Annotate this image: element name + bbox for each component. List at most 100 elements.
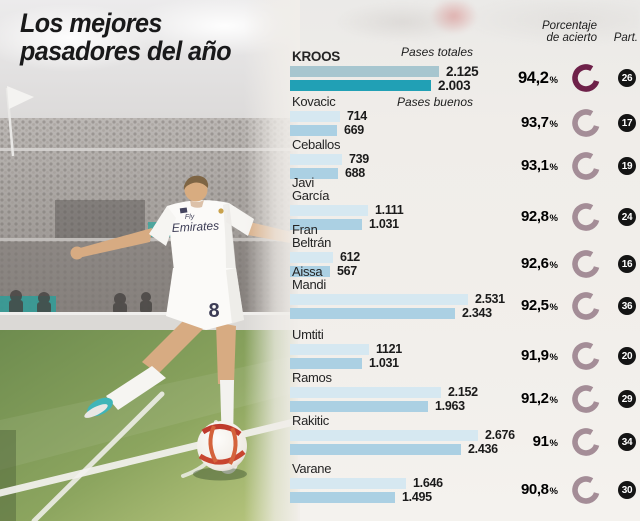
- player-illustration: Fly Emirates 8: [70, 175, 292, 474]
- legend-total-passes: Pases totales: [400, 45, 473, 59]
- corner-flag: [5, 86, 34, 157]
- accuracy-value: 91: [532, 433, 549, 450]
- good-passes-bar: [290, 168, 338, 179]
- total-passes-bar-line: 612: [290, 251, 580, 263]
- photographers-silhouettes: [9, 290, 152, 314]
- matches-badge: 36: [618, 297, 636, 315]
- total-passes-bar: [290, 205, 368, 216]
- player-name-line: Umtiti: [292, 326, 324, 342]
- accuracy-ring-icon: [572, 109, 600, 137]
- good-passes-bar: [290, 266, 330, 277]
- accuracy-percentage: 91%: [458, 433, 558, 453]
- good-passes-bar-line: 1.495: [290, 490, 580, 504]
- matches-badge: 20: [618, 347, 636, 365]
- stadium-photo: Fly Emirates 8: [0, 0, 300, 521]
- accuracy-percentage: 92,5%: [458, 297, 558, 317]
- matches-badge: 16: [618, 255, 636, 273]
- good-passes-value: 1.495: [402, 490, 432, 504]
- accuracy-header-line-1: Porcentaje: [542, 20, 597, 32]
- total-passes-value: 2.676: [485, 428, 515, 442]
- good-passes-value: 1.031: [369, 356, 399, 370]
- accuracy-value: 93,7: [520, 114, 549, 131]
- accuracy-percentage: 90,8%: [458, 481, 558, 501]
- percent-symbol: %: [549, 213, 558, 224]
- ball-illustration: [193, 421, 247, 481]
- good-passes-bar: [290, 358, 362, 369]
- player-name: Javi García: [292, 176, 330, 202]
- total-passes-bar-line: 2.676: [290, 428, 580, 442]
- pass-bars: 612 567: [290, 251, 580, 280]
- total-passes-value: 739: [349, 152, 369, 166]
- accuracy-ring-icon: [572, 203, 600, 231]
- pass-bars: 714 669: [290, 109, 580, 139]
- total-passes-bar-line: 1.111: [290, 204, 580, 216]
- matches-badge: 26: [618, 69, 636, 87]
- total-passes-bar: [290, 66, 439, 77]
- good-passes-bar: [290, 80, 431, 91]
- passing-chart: Porcentaje de acierto Part. Pases totale…: [290, 0, 640, 521]
- total-passes-bar: [290, 252, 333, 263]
- accuracy-header-line-2: de acierto: [546, 32, 597, 44]
- player-name: Varane: [292, 462, 331, 476]
- accuracy-value: 91,2: [520, 390, 549, 407]
- good-passes-value: 669: [344, 123, 364, 137]
- accuracy-ring-icon: [572, 292, 600, 320]
- title-line-2: pasadores del año: [20, 36, 232, 66]
- good-passes-bar: [290, 308, 455, 319]
- player-name-line: Mandi: [292, 276, 326, 292]
- player-name: KROOS: [292, 50, 340, 64]
- svg-text:Fly: Fly: [185, 213, 195, 221]
- percent-symbol: %: [549, 302, 558, 313]
- accuracy-percentage: 93,1%: [458, 157, 558, 177]
- player-name-line: Rakitic: [292, 412, 329, 428]
- pass-bars: 1.646 1.495: [290, 477, 580, 506]
- good-passes-value: 1.963: [435, 399, 465, 413]
- accuracy-percentage: 93,7%: [458, 114, 558, 134]
- pass-bars: 2.676 2.436: [290, 428, 580, 458]
- total-passes-bar-line: 2.125: [290, 64, 580, 79]
- accuracy-percentage: 91,9%: [458, 347, 558, 367]
- total-passes-bar: [290, 478, 406, 489]
- total-passes-bar-line: 739: [290, 152, 580, 166]
- title-line-1: Los mejores: [20, 8, 162, 38]
- percent-symbol: %: [549, 352, 558, 363]
- percent-symbol: %: [549, 395, 558, 406]
- good-passes-bar-line: 2.436: [290, 443, 580, 455]
- accuracy-ring-icon: [572, 385, 600, 413]
- accuracy-value: 94,2: [518, 69, 549, 87]
- good-passes-bar-line: 688: [290, 166, 580, 180]
- matches-badge: 29: [618, 390, 636, 408]
- svg-text:8: 8: [208, 300, 219, 322]
- accuracy-percentage: 94,2%: [458, 69, 558, 90]
- total-passes-bar-line: 1121: [290, 342, 580, 356]
- accuracy-ring-icon: [572, 428, 600, 456]
- total-passes-bar-line: 2.531: [290, 293, 580, 305]
- accuracy-ring-icon: [572, 476, 600, 504]
- player-name-line: Kovacic: [292, 93, 336, 109]
- matches-badge: 17: [618, 114, 636, 132]
- total-passes-value: 2.125: [446, 64, 479, 79]
- accuracy-column-header: Porcentaje de acierto: [450, 20, 597, 44]
- good-passes-bar: [290, 492, 395, 503]
- matches-badge: 19: [618, 157, 636, 175]
- total-passes-bar: [290, 387, 441, 398]
- player-name: Kovacic: [292, 93, 336, 109]
- good-passes-bar-line: 2.003: [290, 79, 580, 92]
- total-passes-value: 1121: [376, 342, 402, 356]
- percent-symbol: %: [549, 162, 558, 173]
- player-name-line: Beltrán: [292, 234, 332, 250]
- good-passes-value: 1.031: [369, 217, 399, 231]
- good-passes-value: 688: [345, 166, 365, 180]
- player-name: Umtiti: [292, 326, 324, 342]
- accuracy-percentage: 92,6%: [458, 255, 558, 275]
- good-passes-value: 567: [337, 264, 357, 278]
- total-passes-value: 714: [347, 109, 367, 123]
- good-passes-bar-line: 669: [290, 123, 580, 137]
- good-passes-bar: [290, 401, 428, 412]
- pass-bars: 2.125 2.003: [290, 64, 580, 94]
- total-passes-bar: [290, 154, 342, 165]
- accuracy-ring-icon: [572, 250, 600, 278]
- percent-symbol: %: [549, 438, 558, 449]
- good-passes-bar-line: 1.031: [290, 356, 580, 370]
